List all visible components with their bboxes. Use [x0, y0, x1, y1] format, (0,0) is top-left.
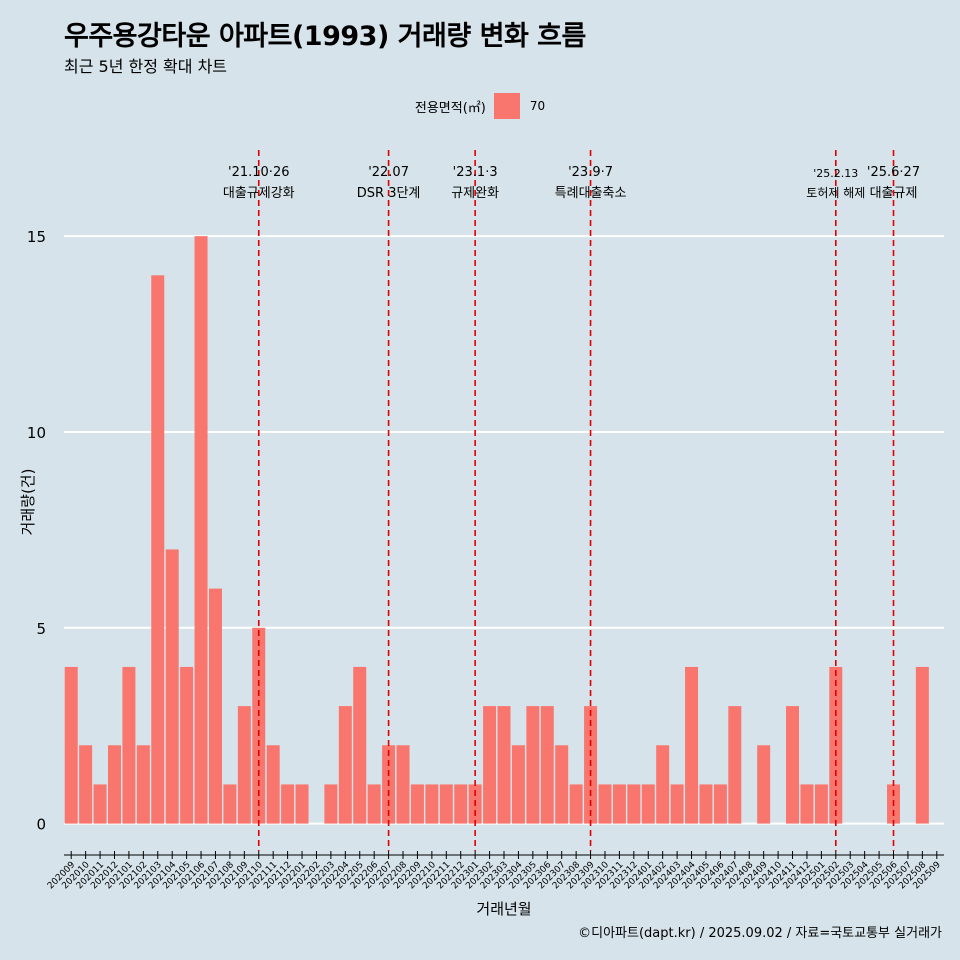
event-date-label: '23.1·3	[453, 165, 498, 180]
bar	[569, 784, 583, 824]
bar	[151, 275, 165, 824]
bar	[757, 745, 771, 824]
bar	[439, 784, 453, 824]
bar	[612, 784, 626, 824]
bar	[396, 745, 410, 824]
bar	[713, 784, 727, 824]
bar	[497, 706, 511, 824]
bar	[410, 784, 424, 824]
bar	[526, 706, 540, 824]
bar	[93, 784, 107, 824]
bar	[64, 666, 78, 824]
bar	[685, 666, 699, 824]
x-axis: 2020092020102020112020122021012021022021…	[46, 851, 944, 891]
bar	[699, 784, 713, 824]
bar	[295, 784, 309, 824]
bar	[136, 745, 150, 824]
event-label: 대출규제	[870, 186, 918, 201]
legend-key-70	[493, 93, 520, 119]
event-label: 특례대출축소	[555, 186, 627, 201]
event-lines: '21.10·26 대출규제강화 '22.07 DSR 3단계 '23.1·3 규제완화 '…	[223, 150, 920, 851]
legend: 전용면적(㎡) 70	[0, 93, 960, 119]
bar	[627, 784, 641, 824]
bar	[728, 706, 742, 824]
bar	[483, 706, 497, 824]
event-date-label: '22.07	[368, 165, 409, 180]
bar	[511, 745, 525, 824]
bar	[670, 784, 684, 824]
bar	[338, 706, 352, 824]
bar	[786, 706, 800, 824]
y-tick-label: 10	[27, 424, 46, 442]
bar	[915, 666, 929, 824]
bar	[165, 549, 179, 824]
event-date-label: '25.2.13	[813, 167, 858, 180]
caption: ©디아파트(dapt.kr) / 2025.09.02 / 자료=국토교통부 실…	[578, 926, 942, 941]
legend-title: 전용면적(㎡)	[414, 100, 486, 116]
bar	[237, 706, 251, 824]
bar	[540, 706, 554, 824]
bar	[353, 666, 367, 824]
event-label: 규제완화	[451, 186, 499, 201]
bar	[641, 784, 655, 824]
bar	[454, 784, 468, 824]
x-axis-label: 거래년월	[476, 900, 531, 918]
event-date-label: '25.6·27	[867, 165, 920, 180]
bar	[194, 236, 208, 824]
bars	[64, 236, 929, 824]
bar	[324, 784, 338, 824]
bar	[208, 588, 222, 824]
bar	[79, 745, 93, 824]
bar	[598, 784, 612, 824]
bar	[814, 784, 828, 824]
bar	[425, 784, 439, 824]
y-tick-label: 5	[36, 620, 46, 638]
bar	[555, 745, 569, 824]
y-tick-label: 15	[27, 228, 46, 246]
y-axis-label: 거래량(건)	[19, 469, 37, 536]
bar	[281, 784, 295, 824]
legend-label-70: 70	[529, 99, 546, 113]
bar	[122, 666, 136, 824]
event-date-label: '21.10·26	[228, 165, 289, 180]
y-tick-label: 0	[36, 816, 46, 834]
chart-title: 우주용강타운 아파트(1993) 거래량 변화 흐름	[64, 21, 586, 52]
event-label: 대출규제강화	[223, 186, 295, 201]
bar	[800, 784, 814, 824]
bar	[108, 745, 121, 824]
bar	[367, 784, 381, 824]
bar	[180, 666, 194, 824]
event-label: DSR 3단계	[357, 186, 421, 201]
bar	[223, 784, 237, 824]
bar	[656, 745, 670, 824]
event-label: 토허제 해제	[806, 186, 865, 200]
event-date-label: '23.9·7	[568, 165, 613, 180]
chart-subtitle: 최근 5년 한정 확대 차트	[64, 57, 228, 76]
y-tick-labels: 0 5 10 15	[27, 228, 46, 833]
bar	[266, 745, 280, 824]
